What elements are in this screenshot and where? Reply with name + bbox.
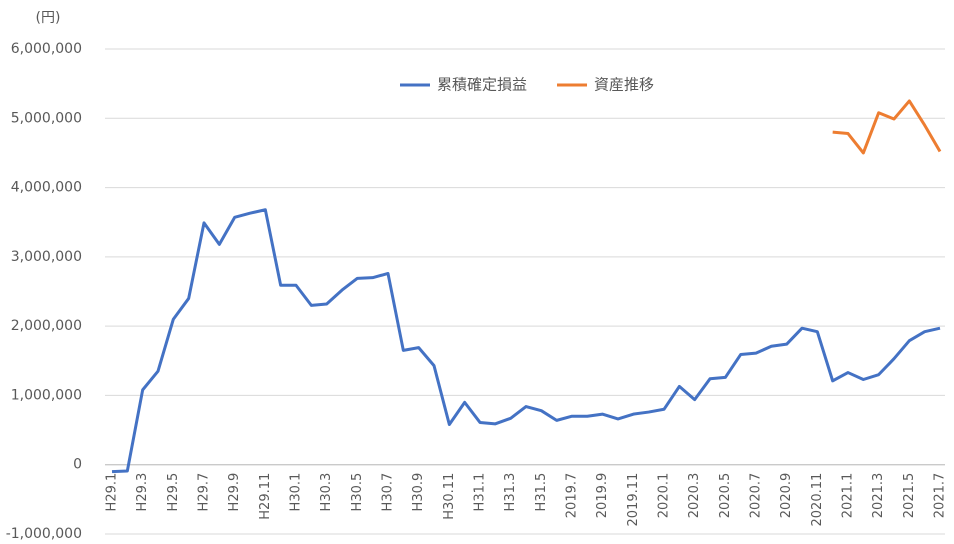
x-tick-label: 2019.11 bbox=[626, 473, 641, 527]
x-tick-label: 2020.3 bbox=[687, 473, 702, 519]
x-tick-label: 2021.1 bbox=[841, 473, 856, 519]
x-tick-label: 2020.9 bbox=[779, 473, 794, 519]
y-tick-label: 3,000,000 bbox=[11, 249, 82, 265]
x-tick-label: H31.1 bbox=[473, 473, 488, 512]
y-tick-label: 1,000,000 bbox=[11, 387, 82, 403]
x-tick-label: H30.5 bbox=[350, 473, 365, 512]
x-tick-label: 2020.1 bbox=[657, 473, 672, 519]
y-tick-label: -1,000,000 bbox=[6, 526, 82, 542]
y-tick-label: 2,000,000 bbox=[11, 318, 82, 334]
x-tick-label: 2020.11 bbox=[810, 473, 825, 527]
x-tick-label: H30.9 bbox=[411, 473, 426, 512]
x-tick-label: 2019.7 bbox=[565, 473, 580, 519]
x-tick-label: H30.1 bbox=[289, 473, 304, 512]
x-tick-label: H29.5 bbox=[166, 473, 181, 512]
x-tick-label: H31.3 bbox=[503, 473, 518, 512]
y-tick-label: 4,000,000 bbox=[11, 180, 82, 196]
series-line bbox=[832, 99, 942, 155]
x-tick-label: H30.3 bbox=[319, 473, 334, 512]
y-axis-unit: (円) bbox=[36, 10, 61, 26]
x-tick-label: 2020.5 bbox=[718, 473, 733, 519]
x-tick-label: 2019.9 bbox=[595, 473, 610, 519]
x-tick-label: H31.5 bbox=[534, 473, 549, 512]
series-line bbox=[111, 208, 941, 474]
x-tick-label: H30.7 bbox=[381, 473, 396, 512]
y-tick-label: 6,000,000 bbox=[11, 41, 82, 57]
legend-label: 資産推移 bbox=[594, 76, 654, 94]
y-tick-label: 0 bbox=[73, 457, 82, 473]
x-tick-label: H29.7 bbox=[197, 473, 212, 512]
x-tick-label: H29.11 bbox=[258, 473, 273, 520]
y-tick-label: 5,000,000 bbox=[11, 110, 82, 126]
x-tick-label: H29.3 bbox=[135, 473, 150, 512]
x-tick-label: H30.11 bbox=[442, 473, 457, 520]
x-tick-label: 2021.3 bbox=[871, 473, 886, 519]
x-tick-label: 2021.5 bbox=[902, 473, 917, 519]
legend-label: 累積確定損益 bbox=[437, 76, 527, 94]
x-tick-label: 2020.7 bbox=[749, 473, 764, 519]
x-tick-label: 2021.7 bbox=[933, 473, 948, 519]
x-tick-label: H29.1 bbox=[105, 473, 120, 512]
x-tick-label: H29.9 bbox=[227, 473, 242, 512]
